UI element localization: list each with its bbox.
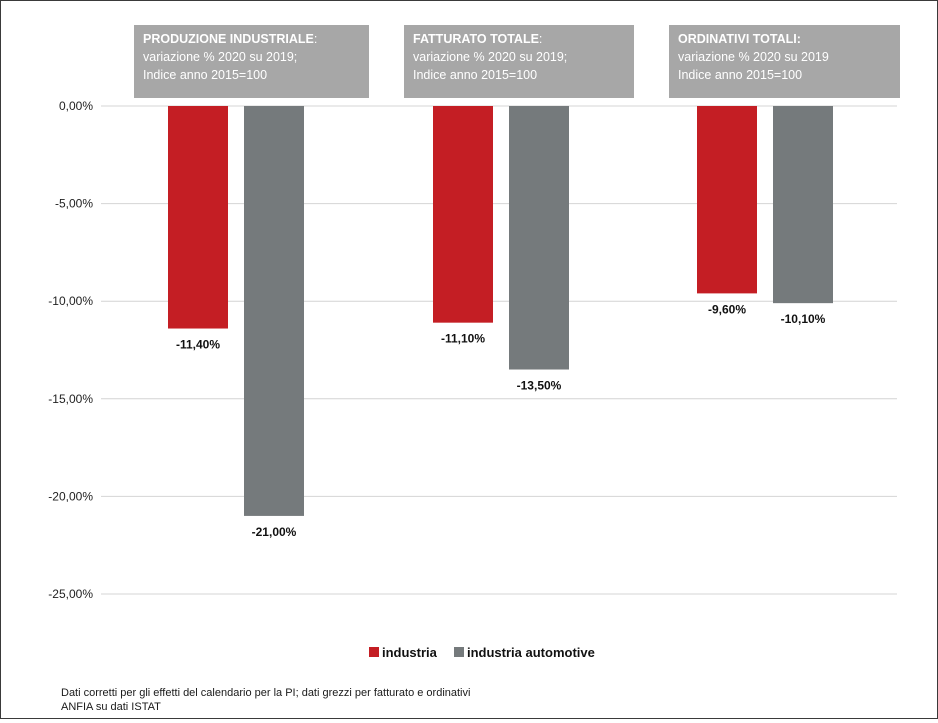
- panel-headers: PRODUZIONE INDUSTRIALE: variazione % 2020…: [134, 25, 900, 98]
- legend-swatch: [369, 647, 379, 657]
- panel-title-text: ORDINATIVI TOTALI:: [678, 32, 801, 46]
- legend-swatch: [454, 647, 464, 657]
- y-tick-label: -10,00%: [48, 294, 93, 308]
- legend-label: industria automotive: [467, 645, 595, 660]
- note-source: ANFIA su dati ISTAT: [61, 701, 161, 713]
- note-methodology: Dati corretti per gli effetti del calend…: [61, 687, 470, 699]
- bar-industria: [697, 106, 757, 294]
- legend-item: industria automotive: [454, 645, 595, 660]
- legend-label: industria: [382, 645, 438, 660]
- panel-title-text: PRODUZIONE INDUSTRIALE: [143, 32, 314, 46]
- bar-industria: [433, 106, 493, 323]
- data-label: -21,00%: [252, 525, 297, 539]
- panel-header: PRODUZIONE INDUSTRIALE: variazione % 2020…: [134, 25, 369, 98]
- panel-title-suffix: :: [314, 32, 317, 46]
- bar-industria-automotive: [773, 106, 833, 304]
- y-axis-ticks: 0,00% -5,00% -10,00% -15,00% -20,00% -25,00%: [48, 99, 93, 601]
- y-tick-label: 0,00%: [59, 99, 93, 113]
- panel-header-box: [669, 25, 900, 98]
- bar-industria: [168, 106, 228, 329]
- y-tick-label: -25,00%: [48, 587, 93, 601]
- bars-layer: [168, 106, 833, 516]
- panel-header-box: [134, 25, 369, 98]
- panel-header: FATTURATO TOTALE: variazione % 2020 su 20…: [404, 25, 634, 98]
- footnotes: Dati corretti per gli effetti del calend…: [61, 687, 470, 713]
- panel-subtitle-line2: Indice anno 2015=100: [678, 68, 802, 82]
- bar-industria-automotive: [509, 106, 569, 370]
- data-label: -10,10%: [781, 312, 826, 326]
- panel-title: PRODUZIONE INDUSTRIALE:: [143, 32, 317, 46]
- panel-title-text: FATTURATO TOTALE: [413, 32, 539, 46]
- bar-industria-automotive: [244, 106, 304, 516]
- data-label: -13,50%: [517, 379, 562, 393]
- panel-subtitle-line1: variazione % 2020 su 2019;: [413, 50, 567, 64]
- data-labels-layer: -11,40% -11,10% -9,60% -21,00% -13,50% -10,10…: [176, 302, 826, 539]
- data-label: -11,10%: [441, 332, 485, 346]
- panel-header: ORDINATIVI TOTALI: variazione % 2020 su 2…: [669, 25, 900, 98]
- panel-subtitle-line1: variazione % 2020 su 2019: [678, 50, 829, 64]
- legend: industria industria automotive: [369, 645, 595, 660]
- data-label: -9,60%: [708, 302, 746, 316]
- panel-header-box: [404, 25, 634, 98]
- legend-item: industria: [369, 645, 438, 660]
- panel-subtitle-line1: variazione % 2020 su 2019;: [143, 50, 297, 64]
- y-tick-label: -15,00%: [48, 392, 93, 406]
- panel-title-suffix: :: [539, 32, 542, 46]
- panel-subtitle-line2: Indice anno 2015=100: [143, 68, 267, 82]
- data-label: -11,40%: [176, 338, 220, 352]
- panel-title: FATTURATO TOTALE:: [413, 32, 542, 46]
- grid-layer: [101, 105, 897, 595]
- y-tick-label: -20,00%: [48, 489, 93, 503]
- panel-title: ORDINATIVI TOTALI:: [678, 32, 801, 46]
- panel-subtitle-line2: Indice anno 2015=100: [413, 68, 537, 82]
- y-tick-label: -5,00%: [55, 197, 93, 211]
